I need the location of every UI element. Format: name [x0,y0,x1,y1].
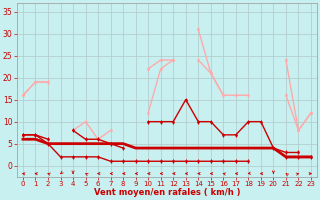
X-axis label: Vent moyen/en rafales ( km/h ): Vent moyen/en rafales ( km/h ) [94,188,240,197]
